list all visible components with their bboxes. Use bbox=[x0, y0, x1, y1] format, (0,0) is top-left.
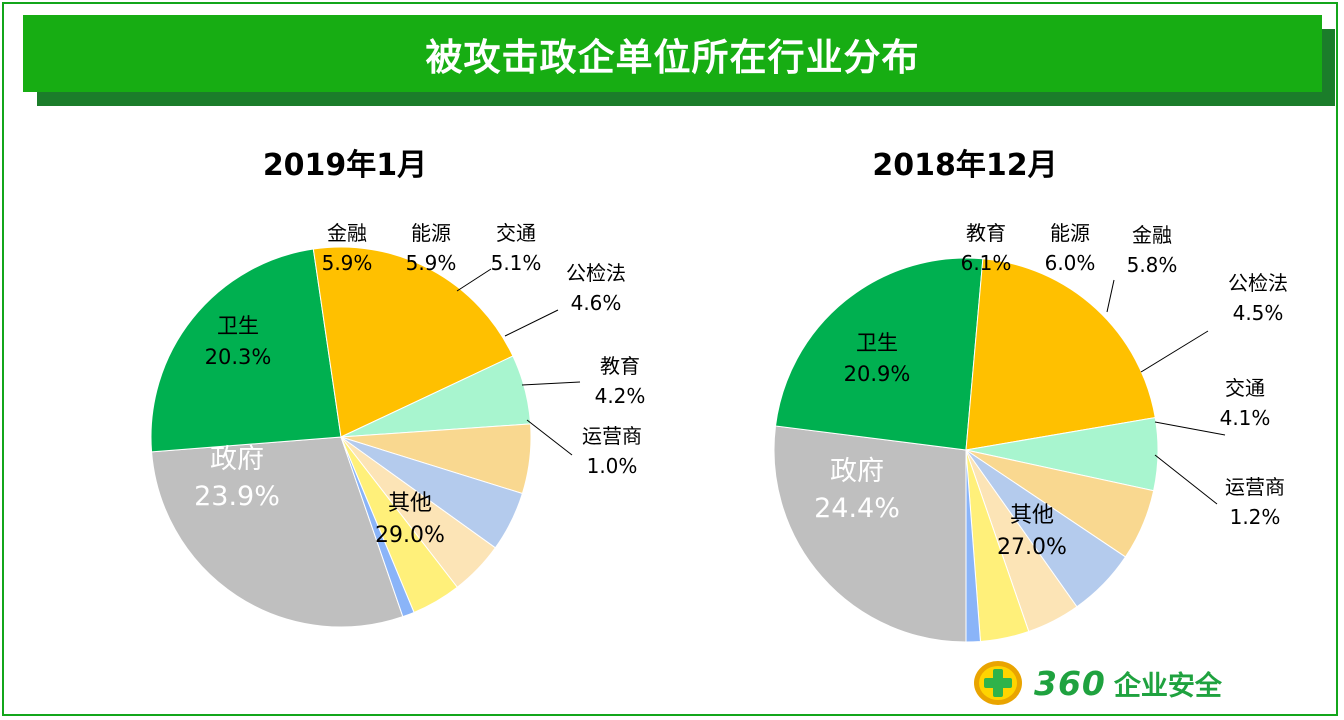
pie-slice-1-1 bbox=[774, 257, 984, 451]
slice-value-1-3: 6.1% bbox=[961, 251, 1012, 275]
slice-value-1-7: 4.1% bbox=[1220, 406, 1271, 430]
leader-line-1-7 bbox=[1154, 421, 1226, 436]
slice-label-0-6: 公检法 bbox=[566, 261, 626, 285]
slice-label-1-7: 交通 bbox=[1225, 376, 1265, 400]
banner-title: 被攻击政企单位所在行业分布 bbox=[425, 35, 920, 79]
slice-value-0-1: 23.9% bbox=[194, 481, 280, 512]
slice-label-0-5: 交通 bbox=[496, 221, 536, 245]
slice-value-1-6: 4.5% bbox=[1233, 301, 1284, 325]
slice-value-1-4: 6.0% bbox=[1045, 251, 1096, 275]
slice-label-1-6: 公检法 bbox=[1228, 271, 1288, 295]
pie-slice-0-0 bbox=[151, 436, 404, 628]
slice-label-1-5: 金融 bbox=[1132, 223, 1172, 247]
slice-value-0-8: 1.0% bbox=[587, 454, 638, 478]
slice-value-0-2: 20.3% bbox=[205, 345, 272, 369]
leader-line-0-7 bbox=[521, 381, 581, 386]
slice-value-0-5: 5.1% bbox=[491, 251, 542, 275]
slice-label-1-3: 教育 bbox=[966, 221, 1006, 245]
slice-label-0-3: 金融 bbox=[327, 221, 367, 245]
pie-slice-1-2 bbox=[965, 258, 1156, 451]
pie-slice-1-0 bbox=[773, 425, 967, 643]
slice-value-0-4: 5.9% bbox=[406, 251, 457, 275]
slice-label-1-8: 运营商 bbox=[1225, 475, 1285, 499]
slice-value-1-0: 27.0% bbox=[997, 535, 1067, 560]
slice-label-0-0: 其他 bbox=[388, 491, 432, 516]
slice-label-0-4: 能源 bbox=[411, 221, 451, 245]
plus-shield-icon bbox=[974, 661, 1022, 705]
logo-number: 360 bbox=[1034, 663, 1106, 703]
slice-value-0-7: 4.2% bbox=[595, 384, 646, 408]
slice-label-0-8: 运营商 bbox=[582, 424, 642, 448]
leader-line-0-8 bbox=[526, 419, 573, 456]
slice-value-1-5: 5.8% bbox=[1127, 253, 1178, 277]
leader-line-0-6 bbox=[504, 309, 559, 337]
leader-line-1-5 bbox=[1106, 279, 1115, 313]
slice-value-1-1: 24.4% bbox=[814, 493, 900, 524]
slice-label-1-0: 其他 bbox=[1010, 503, 1054, 528]
slice-value-0-6: 4.6% bbox=[571, 291, 622, 315]
slice-label-1-2: 卫生 bbox=[856, 331, 898, 355]
pie-slice-1-8 bbox=[965, 449, 981, 643]
slice-label-1-1: 政府 bbox=[830, 456, 884, 487]
pie-slice-0-8 bbox=[340, 436, 415, 618]
slice-value-1-8: 1.2% bbox=[1230, 505, 1281, 529]
slice-label-0-7: 教育 bbox=[600, 354, 640, 378]
slice-value-0-0: 29.0% bbox=[375, 523, 445, 548]
slice-label-0-2: 卫生 bbox=[217, 314, 259, 338]
slice-value-1-2: 20.9% bbox=[844, 362, 911, 386]
leader-line-1-8 bbox=[1154, 454, 1218, 505]
leader-line-0-5 bbox=[456, 268, 492, 292]
slice-label-1-4: 能源 bbox=[1050, 221, 1090, 245]
slice-label-0-1: 政府 bbox=[210, 444, 264, 475]
logo-text: 企业安全 bbox=[1113, 670, 1222, 702]
pie-slice-0-2 bbox=[312, 246, 514, 438]
pie-slice-0-1 bbox=[150, 248, 342, 453]
chart-title-left: 2019年1月 bbox=[262, 148, 428, 183]
title-banner: 被攻击政企单位所在行业分布 bbox=[23, 15, 1322, 92]
leader-line-1-6 bbox=[1140, 330, 1209, 373]
slice-value-0-3: 5.9% bbox=[322, 251, 373, 275]
chart-title-right: 2018年12月 bbox=[872, 148, 1058, 183]
brand-logo: 360 企业安全 bbox=[972, 657, 1222, 709]
